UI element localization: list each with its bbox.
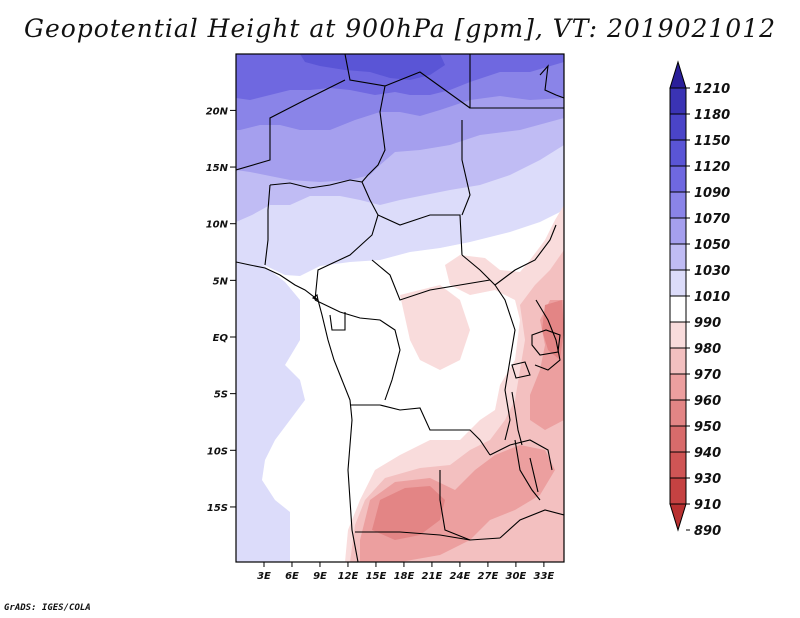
colorbar-label: 890 xyxy=(694,524,721,539)
lat-label: 5N xyxy=(213,276,229,287)
lat-label: 10N xyxy=(206,220,229,231)
latitude-ticks: 20N 15N 10N 5N EQ 5S 10S 15S xyxy=(206,106,236,514)
lon-label: 27E xyxy=(478,571,499,582)
border-cameroon xyxy=(314,181,379,301)
colorbar-swatch xyxy=(669,373,687,401)
colorbar-label: 1050 xyxy=(694,238,730,253)
border-mali-niger xyxy=(236,79,346,171)
border-angola-namibia xyxy=(355,531,501,541)
colorbar-label: 1210 xyxy=(694,82,730,97)
lon-label: 9E xyxy=(313,571,327,582)
lon-label: 6E xyxy=(285,571,299,582)
colorbar-label: 940 xyxy=(694,446,721,461)
colorbar-swatch xyxy=(669,217,687,245)
software-credit: GrADS: IGES/COLA xyxy=(4,603,91,613)
map-frame xyxy=(235,53,565,563)
lat-label: 20N xyxy=(206,106,229,117)
colorbar-swatch xyxy=(669,243,687,271)
border-angola-zambia xyxy=(439,470,471,541)
shaded-field xyxy=(236,54,564,562)
colorbar-swatch xyxy=(669,399,687,427)
border-gabon xyxy=(329,312,346,331)
border-libya-chad xyxy=(384,71,471,109)
colorbar-label: 1150 xyxy=(694,134,730,149)
colorbar-swatch xyxy=(669,165,687,193)
lon-label: 21E xyxy=(422,571,443,582)
lake-tanganyika xyxy=(511,391,523,446)
colorbar-label: 950 xyxy=(694,420,721,435)
colorbar-swatch xyxy=(669,139,687,167)
lake-victoria xyxy=(531,329,561,356)
longitude-ticks: 3E 6E 9E 12E 15E 18E 21E 24E 27E 30E 33E xyxy=(257,562,554,582)
lake-malawi xyxy=(529,457,539,493)
colorbar-swatch xyxy=(669,113,687,141)
colorbar-top-arrow xyxy=(669,60,687,89)
colorbar-label: 1180 xyxy=(694,108,730,123)
border-south-sudan xyxy=(461,224,557,286)
band-1030-sw xyxy=(236,262,305,562)
border-egypt-sudan xyxy=(469,54,564,109)
colorbar-swatch xyxy=(669,347,687,375)
bioko xyxy=(311,294,319,301)
border-drc-east xyxy=(494,284,516,441)
colorbar-label: 1030 xyxy=(694,264,730,279)
colorbar-swatch xyxy=(669,321,687,349)
border-drc-angola xyxy=(350,404,491,456)
lon-label: 12E xyxy=(338,571,359,582)
border-rwanda xyxy=(511,361,531,379)
border-zim-moz xyxy=(499,509,564,539)
band-950 xyxy=(372,486,445,540)
colorbar-swatch xyxy=(669,191,687,219)
lon-label: 18E xyxy=(394,571,415,582)
colorbar-label: 990 xyxy=(694,316,721,331)
colorbar-label: 1120 xyxy=(694,160,730,175)
border-malawi xyxy=(514,439,541,501)
colorbar-label: 1090 xyxy=(694,186,730,201)
country-borders xyxy=(236,54,564,562)
colorbar-swatch xyxy=(669,269,687,297)
colorbar-label: 960 xyxy=(694,394,721,409)
colorbar: 1210 1180 1150 1120 1090 1070 1050 1030 1010 990 9… xyxy=(669,60,730,539)
lat-label: 15S xyxy=(207,503,228,514)
colorbar-label: 980 xyxy=(694,342,721,357)
colorbar-swatch xyxy=(669,87,687,115)
lon-label: 15E xyxy=(366,571,387,582)
lon-label: 24E xyxy=(450,571,471,582)
border-congo xyxy=(314,299,401,401)
chart-title: Geopotential Height at 900hPa [gpm], VT:… xyxy=(23,14,777,43)
border-nigeria xyxy=(264,184,271,266)
colorbar-label: 970 xyxy=(694,368,721,383)
red-sea-coast xyxy=(539,64,564,99)
colorbar-swatch xyxy=(669,425,687,453)
border-car-drc xyxy=(371,259,491,301)
colorbar-label: 930 xyxy=(694,472,721,487)
coastline xyxy=(236,261,359,562)
lon-label: 33E xyxy=(534,571,555,582)
lat-label: EQ xyxy=(213,333,229,344)
colorbar-swatch xyxy=(669,295,687,323)
border-zambia-tanzania xyxy=(489,439,553,471)
lat-label: 10S xyxy=(207,446,228,457)
lon-label: 30E xyxy=(506,571,527,582)
band-980-n xyxy=(400,285,470,370)
border-sudan-chad xyxy=(461,120,471,216)
band-1150 xyxy=(300,54,445,80)
border-nigeria-niger xyxy=(269,179,363,189)
colorbar-swatch xyxy=(669,477,687,505)
colorbar-label: 1070 xyxy=(694,212,730,227)
lat-label: 5S xyxy=(214,390,228,401)
border-chad-car xyxy=(377,214,463,256)
lon-label: 3E xyxy=(257,571,271,582)
colorbar-label: 910 xyxy=(694,498,721,513)
colorbar-bottom-arrow xyxy=(669,503,687,532)
colorbar-swatch xyxy=(669,451,687,479)
colorbar-label: 1010 xyxy=(694,290,730,305)
lat-label: 15N xyxy=(206,163,229,174)
border-niger-chad xyxy=(344,54,386,183)
